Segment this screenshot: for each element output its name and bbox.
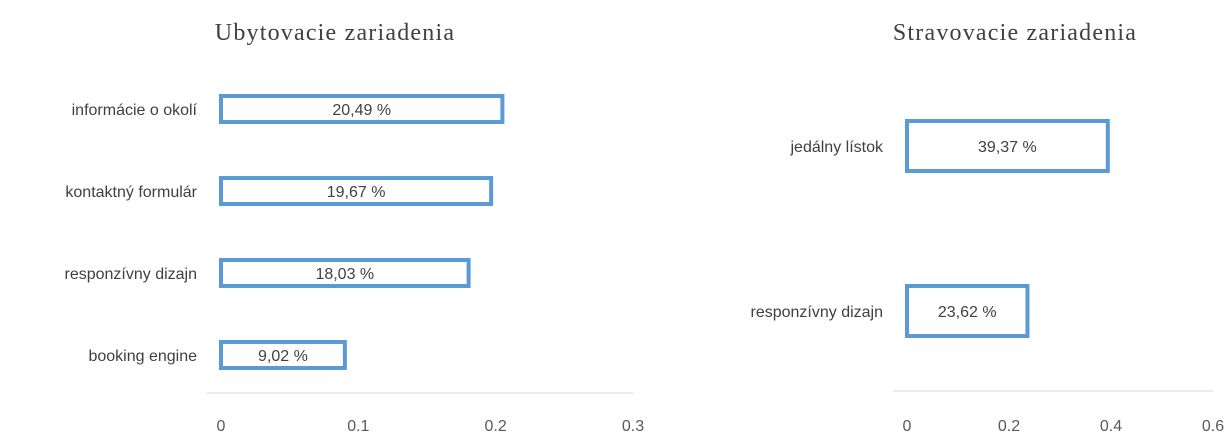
category-label: jedálny lístok: [790, 139, 884, 156]
x-tick-label: 0: [903, 418, 912, 432]
chart-ubytovacie: Ubytovacie zariadenia 0 0.1 0.2 0.3 informác…: [64, 20, 644, 432]
data-label: 18,03 %: [315, 266, 374, 283]
data-label: 19,67 %: [327, 184, 386, 201]
category-label: booking engine: [88, 348, 197, 365]
x-tick-label: 0.1: [347, 418, 369, 432]
data-label: 20,49 %: [332, 102, 391, 119]
data-label: 39,37 %: [978, 139, 1037, 156]
bar: [219, 94, 505, 124]
data-label: 23,62 %: [938, 304, 997, 321]
category-label: kontaktný formulár: [65, 184, 197, 201]
x-tick-label: 0: [217, 418, 226, 432]
x-tick-label: 0.4: [1100, 418, 1122, 432]
x-tick-label: 0.2: [485, 418, 507, 432]
x-tick-label: 0.2: [998, 418, 1020, 432]
chart-title: Ubytovacie zariadenia: [215, 20, 455, 46]
chart-stravovacie: Stravovacie zariadenia 0 0.2 0.4 0.6 jedálny…: [750, 20, 1224, 432]
data-label: 9,02 %: [258, 348, 308, 365]
bar: [219, 340, 347, 370]
bar: [905, 119, 1110, 173]
x-tick-label: 0.3: [622, 418, 644, 432]
bar: [219, 176, 494, 206]
category-label: responzívny dizajn: [750, 304, 883, 321]
category-label: responzívny dizajn: [64, 266, 197, 283]
bar: [219, 258, 471, 288]
category-label: informácie o okolí: [72, 102, 198, 119]
bar: [905, 284, 1030, 338]
chart-title: Stravovacie zariadenia: [893, 20, 1137, 46]
x-tick-label: 0.6: [1202, 418, 1224, 432]
